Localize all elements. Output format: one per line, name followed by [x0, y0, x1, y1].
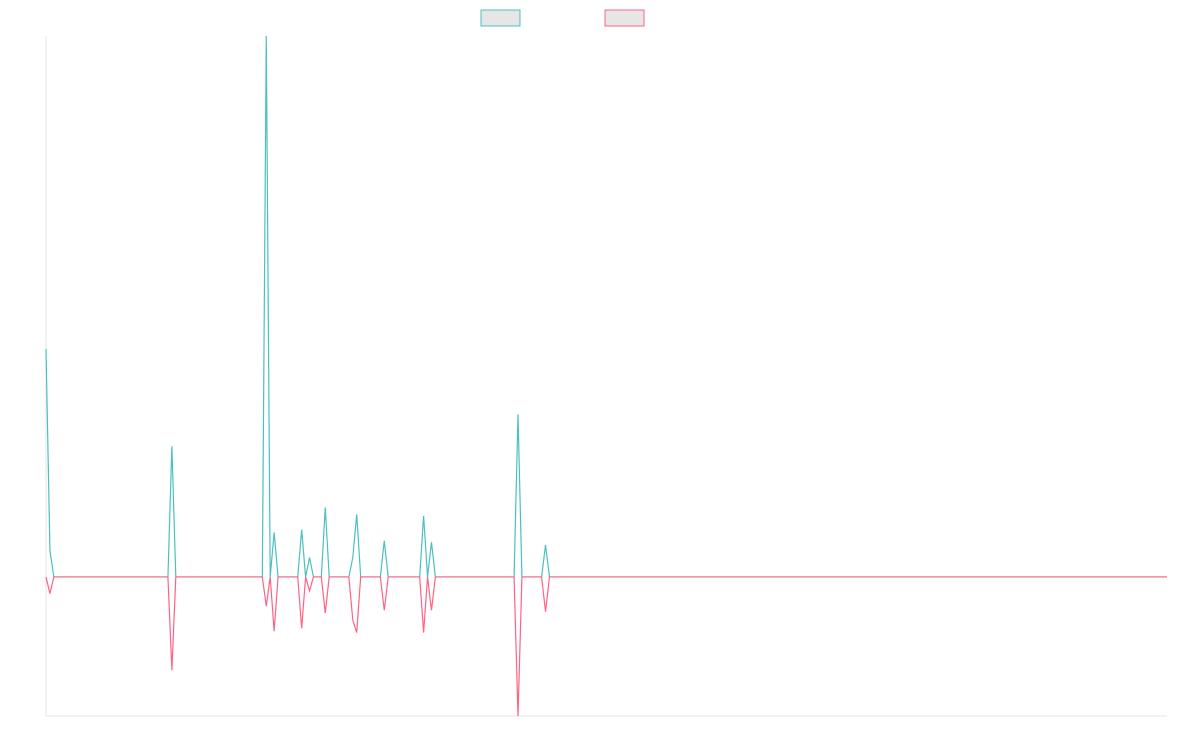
- series-line: [45, 576, 1167, 717]
- series-line: [45, 35, 1167, 578]
- legend-swatch: [604, 9, 645, 27]
- legend-swatch: [480, 9, 521, 27]
